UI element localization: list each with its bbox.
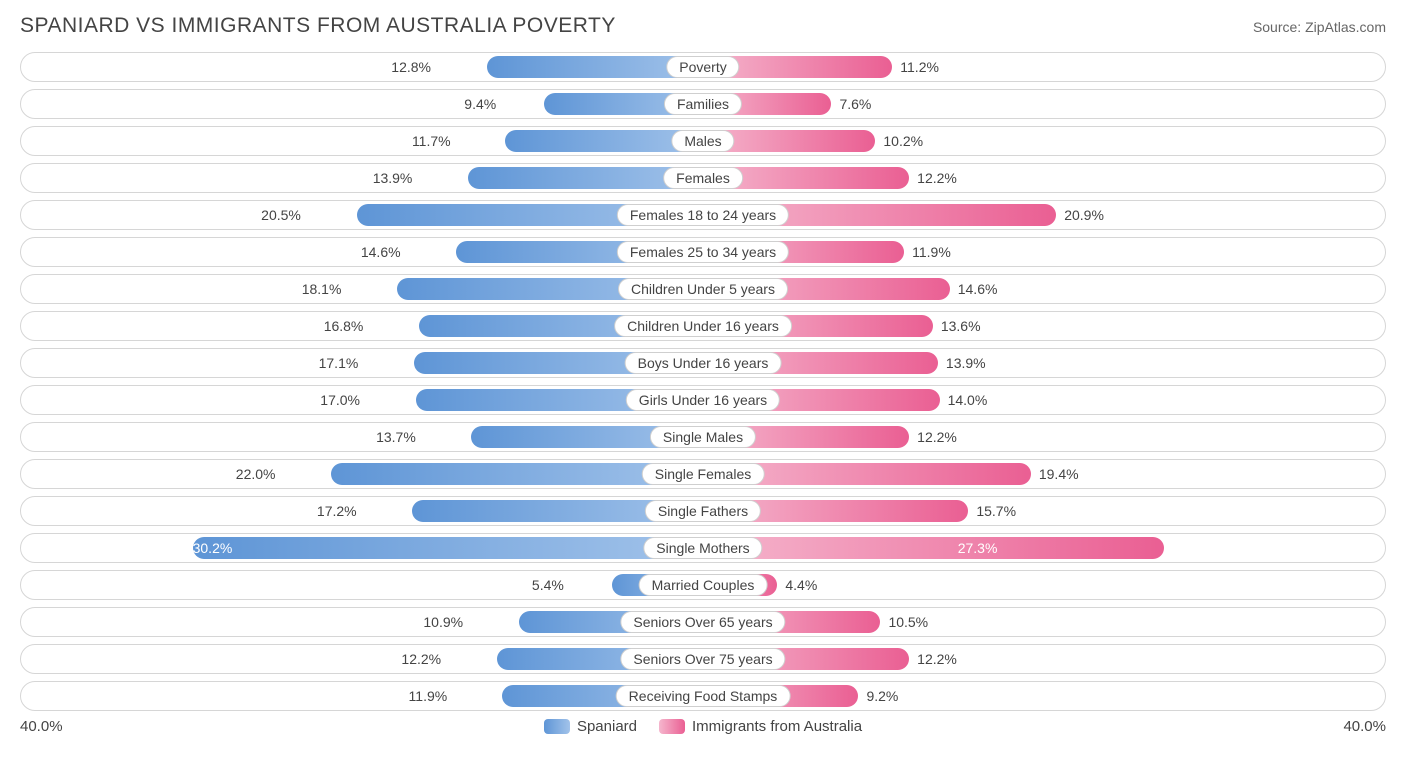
category-label: Single Mothers [643,537,762,559]
legend-swatch-right [659,719,685,734]
category-label: Females 25 to 34 years [617,241,789,263]
value-left: 17.0% [320,389,368,411]
value-left: 13.7% [376,426,424,448]
chart-row: 11.7% 10.2% Males [20,126,1386,156]
chart-row: 20.5% 20.9% Females 18 to 24 years [20,200,1386,230]
value-left: 17.2% [317,500,365,522]
value-left: 11.7% [412,130,459,152]
chart-row: 16.8% 13.6% Children Under 16 years [20,311,1386,341]
category-label: Single Females [642,463,765,485]
value-left: 12.8% [391,56,439,78]
value-left: 22.0% [236,463,284,485]
chart-header: SPANIARD VS IMMIGRANTS FROM AUSTRALIA PO… [20,14,1386,38]
chart-row: 18.1% 14.6% Children Under 5 years [20,274,1386,304]
category-label: Seniors Over 65 years [620,611,785,633]
chart-row: 17.1% 13.9% Boys Under 16 years [20,348,1386,378]
value-right: 27.3% [958,537,1165,559]
category-label: Poverty [666,56,739,78]
category-label: Single Fathers [645,500,761,522]
category-label: Females 18 to 24 years [617,204,789,226]
chart-footer: 40.0% Spaniard Immigrants from Australia… [20,718,1386,735]
value-right: 11.2% [892,56,939,78]
chart-row: 17.0% 14.0% Girls Under 16 years [20,385,1386,415]
chart-row: 10.9% 10.5% Seniors Over 65 years [20,607,1386,637]
chart-row: 5.4% 4.4% Married Couples [20,570,1386,600]
chart-row: 12.8% 11.2% Poverty [20,52,1386,82]
category-label: Males [671,130,734,152]
value-right: 9.2% [858,685,898,707]
chart-row: 30.2% 27.3% Single Mothers [20,533,1386,563]
value-left: 18.1% [302,278,350,300]
value-left: 20.5% [261,204,309,226]
legend-label-right: Immigrants from Australia [692,718,862,735]
value-left: 30.2% [193,537,233,559]
legend-label-left: Spaniard [577,718,637,735]
legend-item-right: Immigrants from Australia [659,718,862,735]
chart-row: 14.6% 11.9% Females 25 to 34 years [20,237,1386,267]
category-label: Girls Under 16 years [626,389,780,411]
bar-left [193,537,703,559]
chart-row: 17.2% 15.7% Single Fathers [20,496,1386,526]
legend-swatch-left [544,719,570,734]
category-label: Boys Under 16 years [625,352,782,374]
value-right: 14.0% [940,389,988,411]
category-label: Receiving Food Stamps [616,685,791,707]
category-label: Seniors Over 75 years [620,648,785,670]
chart-row: 13.9% 12.2% Females [20,163,1386,193]
source-prefix: Source: [1253,19,1305,35]
value-right: 10.2% [875,130,923,152]
value-right: 12.2% [909,167,957,189]
value-right: 15.7% [968,500,1016,522]
value-left: 14.6% [361,241,409,263]
value-left: 11.9% [409,685,456,707]
value-right: 11.9% [904,241,951,263]
value-left: 17.1% [319,352,367,374]
axis-left-max: 40.0% [20,718,63,735]
value-right: 4.4% [777,574,817,596]
value-left: 12.2% [401,648,449,670]
chart-row: 13.7% 12.2% Single Males [20,422,1386,452]
category-label: Children Under 16 years [614,315,792,337]
category-label: Females [663,167,743,189]
value-right: 19.4% [1031,463,1079,485]
category-label: Single Males [650,426,756,448]
value-right: 20.9% [1056,204,1104,226]
chart-row: 11.9% 9.2% Receiving Food Stamps [20,681,1386,711]
chart-title: SPANIARD VS IMMIGRANTS FROM AUSTRALIA PO… [20,14,616,38]
value-right: 13.9% [938,352,986,374]
value-left: 10.9% [423,611,471,633]
source-name: ZipAtlas.com [1305,19,1386,35]
axis-right-max: 40.0% [1343,718,1386,735]
value-left: 9.4% [464,93,504,115]
value-right: 14.6% [950,278,998,300]
chart-row: 9.4% 7.6% Families [20,89,1386,119]
value-right: 13.6% [933,315,981,337]
category-label: Families [664,93,742,115]
value-right: 12.2% [909,648,957,670]
diverging-bar-chart: 12.8% 11.2% Poverty 9.4% 7.6% Families 11.7% 10… [20,52,1386,711]
value-left: 16.8% [324,315,372,337]
legend-item-left: Spaniard [544,718,637,735]
legend: Spaniard Immigrants from Australia [544,718,862,735]
value-right: 7.6% [831,93,871,115]
value-left: 5.4% [532,574,572,596]
category-label: Children Under 5 years [618,278,788,300]
chart-row: 22.0% 19.4% Single Females [20,459,1386,489]
category-label: Married Couples [639,574,768,596]
value-left: 13.9% [373,167,421,189]
value-right: 12.2% [909,426,957,448]
value-right: 10.5% [880,611,928,633]
chart-row: 12.2% 12.2% Seniors Over 75 years [20,644,1386,674]
chart-source: Source: ZipAtlas.com [1253,19,1386,35]
